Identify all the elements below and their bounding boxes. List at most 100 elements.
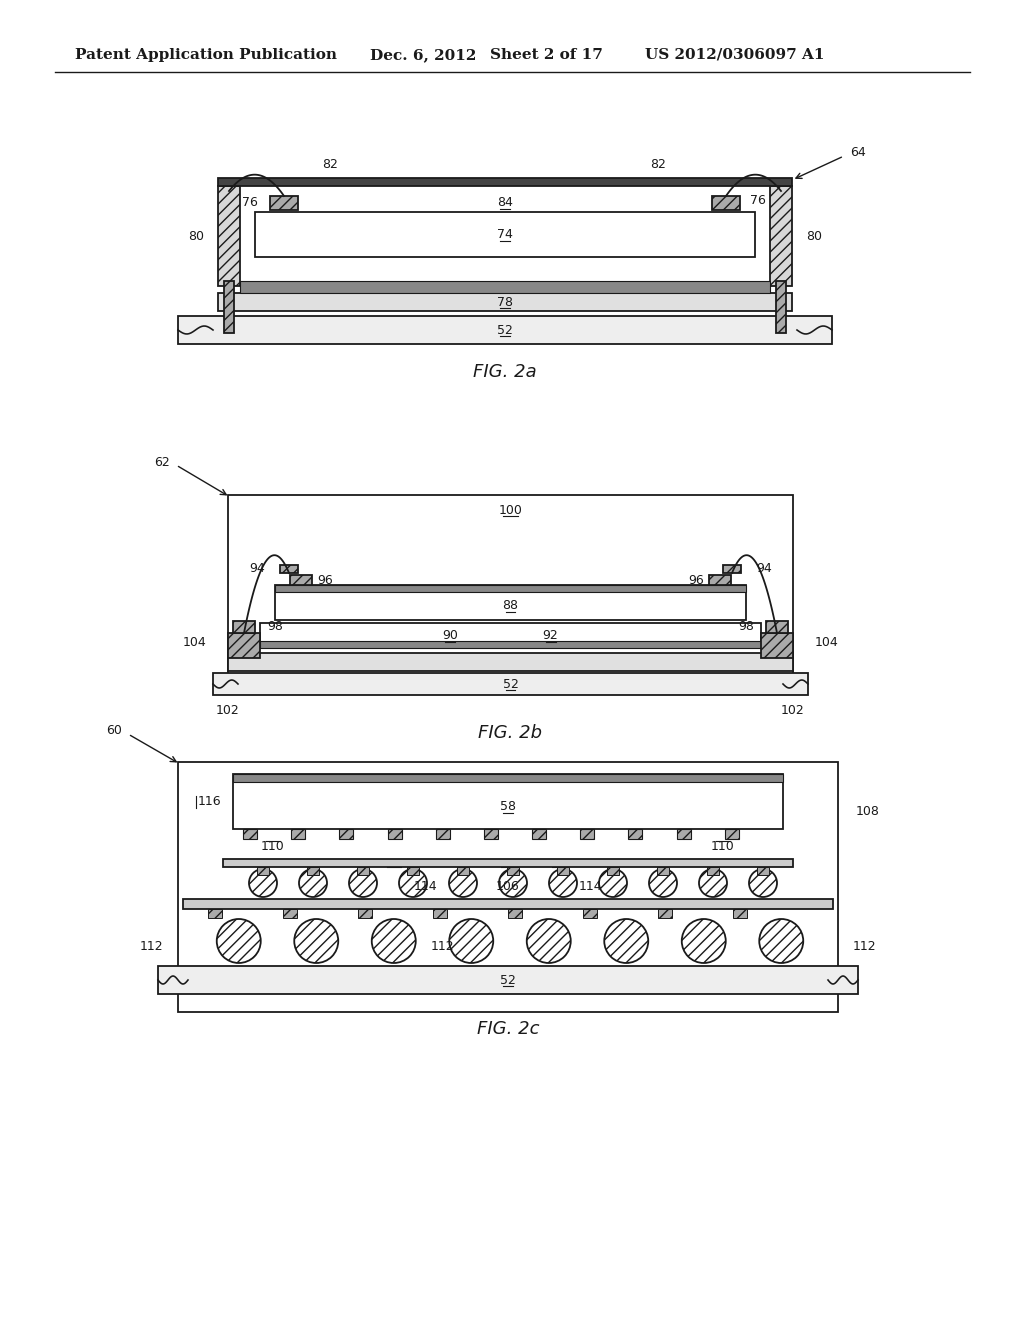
Text: 96: 96	[317, 573, 333, 586]
Circle shape	[450, 919, 494, 964]
Bar	[224, 281, 234, 333]
Bar	[243, 829, 257, 840]
Text: 114: 114	[579, 879, 602, 892]
Bar	[228, 653, 793, 671]
Bar	[757, 867, 769, 875]
Text: 112: 112	[430, 940, 454, 953]
Text: FIG. 2c: FIG. 2c	[477, 1020, 540, 1038]
Bar	[532, 829, 546, 840]
Bar	[357, 867, 369, 875]
Text: 76: 76	[750, 194, 766, 207]
Bar	[657, 867, 669, 875]
Bar	[233, 774, 783, 781]
Bar	[283, 909, 297, 917]
Text: 110: 110	[261, 841, 285, 854]
Bar	[358, 909, 372, 917]
Bar	[183, 899, 833, 909]
Bar	[257, 867, 269, 875]
Text: FIG. 2a: FIG. 2a	[473, 363, 537, 381]
Bar	[707, 867, 719, 875]
Text: 102: 102	[216, 704, 240, 717]
Circle shape	[499, 869, 527, 898]
Text: 88: 88	[503, 599, 518, 612]
Text: 52: 52	[497, 323, 513, 337]
Text: 60: 60	[106, 723, 122, 737]
Bar	[240, 281, 770, 293]
Circle shape	[749, 869, 777, 898]
Text: 82: 82	[323, 158, 338, 172]
Text: 52: 52	[503, 677, 518, 690]
Text: 78: 78	[497, 296, 513, 309]
Text: 80: 80	[188, 230, 204, 243]
Bar	[260, 642, 761, 648]
Bar	[178, 762, 838, 1012]
Bar	[387, 829, 401, 840]
Bar	[581, 829, 594, 840]
Text: 108: 108	[856, 805, 880, 818]
Circle shape	[217, 919, 261, 964]
Text: 104: 104	[182, 636, 206, 649]
Text: 52: 52	[500, 974, 516, 986]
Circle shape	[604, 919, 648, 964]
Bar	[178, 315, 831, 345]
Bar	[280, 565, 298, 573]
Bar	[339, 829, 353, 840]
Text: 116: 116	[198, 795, 221, 808]
Bar	[218, 186, 240, 286]
Text: 102: 102	[781, 704, 805, 717]
Circle shape	[759, 919, 803, 964]
Text: 98: 98	[267, 620, 283, 634]
Circle shape	[249, 869, 278, 898]
Bar	[270, 195, 298, 210]
Text: 104: 104	[815, 636, 839, 649]
Text: FIG. 2b: FIG. 2b	[478, 723, 543, 742]
Text: 84: 84	[497, 197, 513, 210]
Text: Dec. 6, 2012: Dec. 6, 2012	[370, 48, 476, 62]
Text: Patent Application Publication: Patent Application Publication	[75, 48, 337, 62]
Bar	[240, 186, 770, 286]
Bar	[290, 576, 312, 585]
Bar	[260, 623, 761, 648]
Bar	[484, 829, 498, 840]
Bar	[433, 909, 447, 917]
Bar	[291, 829, 305, 840]
Bar	[508, 909, 522, 917]
Bar	[407, 867, 419, 875]
Bar	[709, 576, 731, 585]
Circle shape	[294, 919, 338, 964]
Text: 80: 80	[806, 230, 822, 243]
Bar	[733, 909, 746, 917]
Circle shape	[449, 869, 477, 898]
Bar	[275, 585, 746, 591]
Circle shape	[699, 869, 727, 898]
Bar	[776, 281, 786, 333]
Bar	[725, 829, 739, 840]
Text: 106: 106	[496, 879, 520, 892]
Bar	[507, 867, 519, 875]
Circle shape	[649, 869, 677, 898]
Text: 100: 100	[499, 503, 522, 516]
Bar	[677, 829, 690, 840]
Text: 82: 82	[650, 158, 666, 172]
Bar	[307, 867, 319, 875]
Bar	[629, 829, 642, 840]
Text: 112: 112	[139, 940, 163, 953]
Bar	[761, 634, 793, 657]
Bar	[233, 774, 783, 829]
Bar	[607, 867, 618, 875]
Bar	[723, 565, 741, 573]
Circle shape	[526, 919, 570, 964]
Bar	[255, 213, 755, 257]
Bar	[770, 186, 792, 286]
Bar	[208, 909, 222, 917]
Text: 98: 98	[738, 620, 754, 634]
Bar	[766, 620, 788, 634]
Circle shape	[682, 919, 726, 964]
Bar	[158, 966, 858, 994]
Bar	[457, 867, 469, 875]
Circle shape	[599, 869, 627, 898]
Bar	[223, 859, 793, 867]
Text: 74: 74	[497, 228, 513, 242]
Bar	[228, 634, 260, 657]
Bar	[658, 909, 672, 917]
